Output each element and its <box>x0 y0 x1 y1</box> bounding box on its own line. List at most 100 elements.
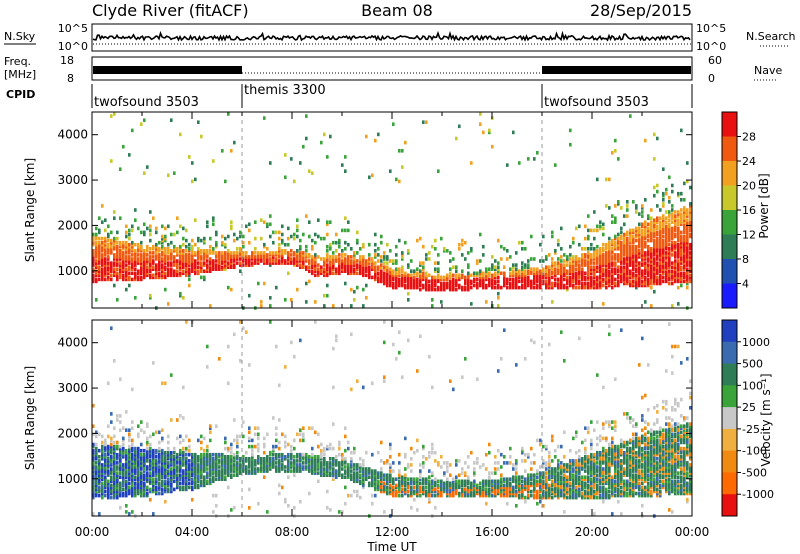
range-cell <box>623 259 626 263</box>
range-cell <box>689 212 692 216</box>
range-cell <box>161 489 164 494</box>
range-cell <box>404 271 407 276</box>
range-cell <box>224 471 227 475</box>
range-cell <box>278 463 281 467</box>
range-cell <box>671 271 674 276</box>
range-cell <box>185 271 188 276</box>
range-cell <box>125 255 128 259</box>
range-cell <box>422 277 425 282</box>
range-cell <box>425 285 428 290</box>
range-cell <box>683 206 686 210</box>
range-cell <box>128 459 131 463</box>
range-cell <box>131 261 134 265</box>
range-cell <box>638 230 641 235</box>
range-cell <box>119 167 122 171</box>
range-cell <box>338 238 341 243</box>
range-cell <box>467 479 470 484</box>
range-cell <box>356 465 359 469</box>
range-cell <box>266 253 269 257</box>
range-cell <box>503 283 506 288</box>
range-cell <box>560 269 563 273</box>
range-cell <box>170 485 173 490</box>
range-cell <box>620 236 623 241</box>
range-cell <box>374 277 377 282</box>
range-cell <box>305 253 308 257</box>
range-cell <box>671 226 674 231</box>
range-cell <box>572 265 575 269</box>
range-cell <box>239 263 242 267</box>
range-cell <box>248 465 251 469</box>
range-cell <box>362 485 365 490</box>
range-cell <box>110 238 113 243</box>
range-cell <box>680 216 683 220</box>
range-cell <box>488 481 491 486</box>
range-cell <box>533 273 536 278</box>
range-cell <box>464 275 467 280</box>
range-cell <box>146 257 149 261</box>
range-cell <box>248 259 251 263</box>
range-cell <box>128 432 131 437</box>
range-cell <box>356 471 359 475</box>
range-cell <box>188 485 191 490</box>
range-cell <box>236 438 239 443</box>
range-cell <box>446 283 449 288</box>
range-cell <box>494 273 497 278</box>
range-cell <box>116 273 119 278</box>
range-cell <box>365 273 368 278</box>
range-cell <box>614 271 617 276</box>
range-cell <box>125 452 128 457</box>
range-cell <box>602 279 605 284</box>
range-cell <box>419 475 422 479</box>
range-cell <box>425 257 428 261</box>
range-cell <box>377 277 380 282</box>
range-cell <box>344 485 347 490</box>
range-cell <box>659 249 662 253</box>
range-cell <box>428 354 431 359</box>
range-cell <box>398 481 401 486</box>
range-cell <box>92 249 95 253</box>
range-cell <box>149 267 152 271</box>
range-cell <box>374 271 377 276</box>
range-cell <box>653 234 656 239</box>
range-cell <box>197 483 200 488</box>
range-cell <box>152 251 155 255</box>
range-cell <box>674 218 677 222</box>
range-cell <box>686 285 689 290</box>
range-cell <box>623 242 626 247</box>
range-cell <box>176 469 179 473</box>
range-cell <box>344 426 347 430</box>
range-cell <box>461 253 464 257</box>
range-cell <box>569 244 572 249</box>
range-cell <box>410 463 413 467</box>
range-cell <box>227 469 230 473</box>
range-cell <box>410 487 413 492</box>
range-cell <box>146 475 149 479</box>
range-cell <box>218 357 221 361</box>
range-cell <box>683 210 686 214</box>
range-cell <box>203 459 206 463</box>
range-cell <box>665 216 668 220</box>
range-cell <box>383 251 386 255</box>
range-cell <box>386 265 389 269</box>
range-cell <box>473 485 476 490</box>
range-cell <box>299 463 302 467</box>
range-cell <box>329 255 332 259</box>
range-cell <box>626 261 629 265</box>
range-cell <box>677 271 680 276</box>
range-cell <box>188 475 191 479</box>
range-cell <box>404 285 407 290</box>
range-cell <box>284 434 287 439</box>
range-cell <box>395 285 398 290</box>
range-cell <box>209 267 212 271</box>
range-cell <box>557 281 560 286</box>
range-cell <box>674 261 677 265</box>
range-cell <box>227 263 230 267</box>
range-cell <box>557 277 560 282</box>
range-cell <box>107 434 110 439</box>
range-cell <box>527 263 530 267</box>
range-cell <box>161 467 164 471</box>
range-cell <box>647 230 650 235</box>
range-cell <box>530 271 533 276</box>
range-cell <box>191 471 194 475</box>
range-cell <box>608 249 611 253</box>
